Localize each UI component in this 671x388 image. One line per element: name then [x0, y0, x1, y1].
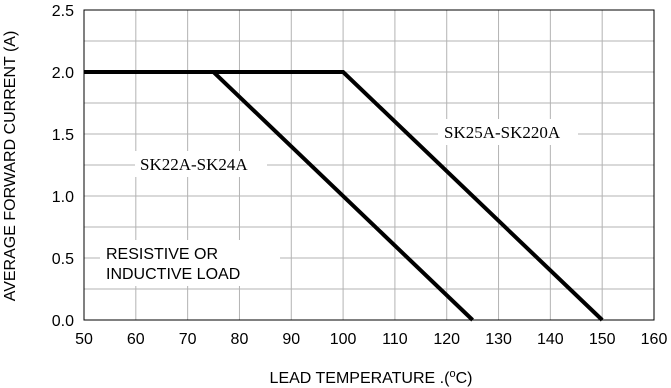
y-tick-label: 0.0 [52, 313, 74, 330]
x-tick-label: 120 [433, 331, 460, 348]
axis-ticks: 50 60 70 80 90 100 110 120 130 140 150 160 0.0 0.5 1.0… [52, 3, 668, 348]
load-note-bg [100, 240, 280, 286]
x-axis-title-unit: C) [456, 370, 473, 387]
load-note-line2: INDUCTIVE LOAD [106, 266, 240, 283]
x-tick-label: 150 [589, 331, 616, 348]
y-tick-label: 1.0 [52, 189, 74, 206]
plot-frame [83, 9, 655, 321]
load-note-line1: RESISTIVE OR [106, 246, 218, 263]
series-label-sk25a: SK25A-SK220A [444, 123, 561, 142]
x-tick-label: 160 [641, 331, 668, 348]
y-axis-title: AVERAGE FORWARD CURRENT (A) [2, 31, 19, 302]
x-axis-title-main: LEAD TEMPERATURE .( [270, 370, 451, 387]
x-tick-label: 140 [537, 331, 564, 348]
x-tick-label: 130 [485, 331, 512, 348]
x-axis-title: LEAD TEMPERATURE .(oC) [270, 368, 473, 387]
x-axis-title-degree: o [449, 368, 455, 380]
y-tick-label: 2.0 [52, 65, 74, 82]
series-line-1 [84, 70, 604, 322]
series-lines [84, 70, 604, 322]
series-label-sk22a: SK22A-SK24A [140, 155, 248, 174]
x-tick-label: 100 [330, 331, 357, 348]
x-tick-label: 90 [282, 331, 300, 348]
series-label-bg-sk25a [438, 119, 578, 145]
y-tick-label: 1.5 [52, 127, 74, 144]
y-tick-label: 0.5 [52, 251, 74, 268]
series-label-bg-sk22a [135, 151, 267, 177]
x-tick-label: 80 [231, 331, 249, 348]
x-tick-label: 110 [382, 331, 408, 348]
x-tick-label: 70 [179, 331, 197, 348]
x-tick-label: 60 [127, 331, 145, 348]
x-tick-label: 50 [75, 331, 93, 348]
y-tick-label: 2.5 [52, 3, 74, 20]
